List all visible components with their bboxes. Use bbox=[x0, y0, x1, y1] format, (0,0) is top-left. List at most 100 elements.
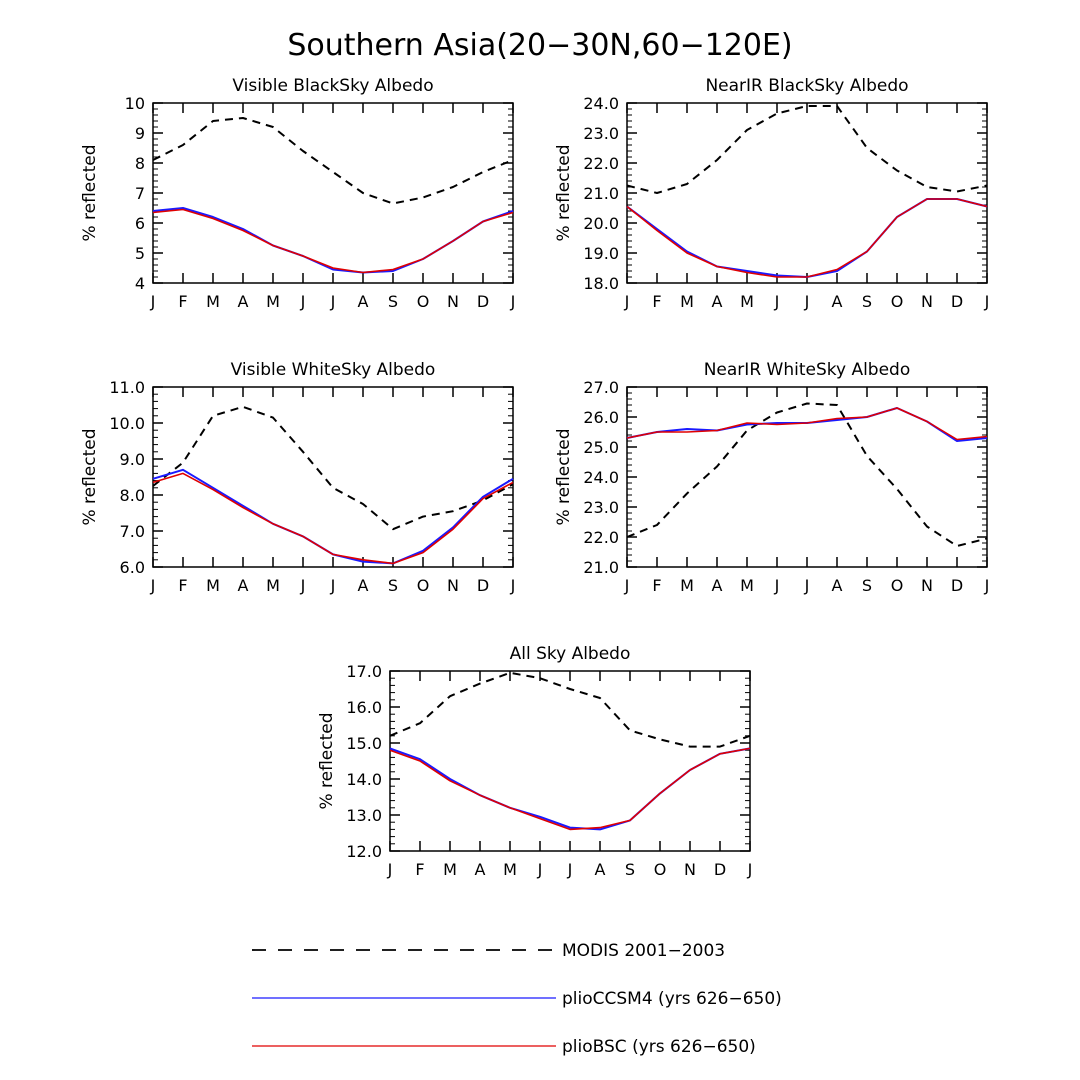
panel-title: NearIR BlackSky Albedo bbox=[705, 76, 908, 96]
x-tick-label: O bbox=[417, 576, 430, 595]
series-line-modis bbox=[626, 105, 988, 194]
y-tick-label: 23.0 bbox=[583, 124, 619, 143]
series-line-modis bbox=[152, 405, 514, 531]
x-tick-label: A bbox=[238, 292, 249, 311]
x-tick-label: N bbox=[447, 292, 459, 311]
y-tick-label: 20.0 bbox=[583, 214, 619, 233]
y-tick-label: 24.0 bbox=[583, 468, 619, 487]
x-tick-label: J bbox=[387, 860, 393, 879]
x-tick-label: M bbox=[740, 576, 754, 595]
series-line-pliobsc bbox=[152, 472, 514, 565]
y-tick-label: 7 bbox=[135, 184, 145, 203]
y-tick-label: 7.0 bbox=[120, 522, 145, 541]
panel-title: All Sky Albedo bbox=[510, 644, 631, 664]
x-tick-label: J bbox=[984, 576, 990, 595]
plot-frame bbox=[626, 102, 988, 284]
x-tick-label: S bbox=[862, 576, 872, 595]
y-tick-label: 14.0 bbox=[346, 770, 382, 789]
y-tick-label: 9.0 bbox=[120, 450, 145, 469]
legend-label: plioCCSM4 (yrs 626−650) bbox=[562, 989, 782, 1009]
y-tick-label: 5 bbox=[135, 244, 145, 263]
x-tick-label: F bbox=[178, 292, 187, 311]
y-tick-label: 9 bbox=[135, 124, 145, 143]
y-tick-label: 26.0 bbox=[583, 408, 619, 427]
panel-title: Visible WhiteSky Albedo bbox=[231, 360, 436, 380]
series-line-pliobsc bbox=[389, 747, 751, 831]
y-axis-label: % reflected bbox=[80, 428, 100, 525]
series-line-modis bbox=[389, 671, 751, 748]
x-tick-label: J bbox=[984, 292, 990, 311]
x-tick-label: D bbox=[477, 576, 489, 595]
x-tick-label: M bbox=[206, 576, 220, 595]
y-tick-label: 16.0 bbox=[346, 698, 382, 717]
x-tick-label: F bbox=[652, 292, 661, 311]
x-tick-label: N bbox=[921, 576, 933, 595]
y-tick-label: 23.0 bbox=[583, 498, 619, 517]
y-tick-label: 18.0 bbox=[583, 274, 619, 293]
x-tick-label: S bbox=[625, 860, 635, 879]
series-line-pliobsc bbox=[626, 198, 988, 278]
x-tick-label: M bbox=[680, 292, 694, 311]
x-tick-label: N bbox=[921, 292, 933, 311]
x-tick-label: A bbox=[832, 292, 843, 311]
panel-title: Visible BlackSky Albedo bbox=[232, 76, 433, 96]
y-tick-label: 22.0 bbox=[583, 154, 619, 173]
x-tick-label: S bbox=[388, 576, 398, 595]
x-tick-label: M bbox=[266, 576, 280, 595]
x-tick-label: F bbox=[415, 860, 424, 879]
x-tick-label: A bbox=[475, 860, 486, 879]
y-tick-label: 15.0 bbox=[346, 734, 382, 753]
x-tick-label: D bbox=[714, 860, 726, 879]
series-line-modis bbox=[626, 402, 988, 547]
y-tick-label: 24.0 bbox=[583, 94, 619, 113]
x-tick-label: A bbox=[595, 860, 606, 879]
x-tick-label: A bbox=[358, 292, 369, 311]
y-tick-label: 11.0 bbox=[109, 378, 145, 397]
x-tick-label: A bbox=[712, 292, 723, 311]
y-tick-label: 21.0 bbox=[583, 184, 619, 203]
x-tick-label: J bbox=[150, 576, 156, 595]
x-tick-label: J bbox=[804, 576, 810, 595]
x-tick-label: J bbox=[774, 292, 780, 311]
x-tick-label: O bbox=[891, 576, 904, 595]
x-tick-label: M bbox=[206, 292, 220, 311]
plot-frame bbox=[626, 386, 988, 568]
y-tick-label: 4 bbox=[135, 274, 145, 293]
x-tick-label: O bbox=[654, 860, 667, 879]
series-line-modis bbox=[152, 117, 514, 205]
x-tick-label: D bbox=[951, 292, 963, 311]
x-tick-label: J bbox=[510, 292, 516, 311]
x-tick-label: M bbox=[740, 292, 754, 311]
y-axis-label: % reflected bbox=[80, 144, 100, 241]
y-tick-label: 22.0 bbox=[583, 528, 619, 547]
y-tick-label: 6 bbox=[135, 214, 145, 233]
legend-label: plioBSC (yrs 626−650) bbox=[562, 1037, 756, 1057]
figure-title: Southern Asia(20−30N,60−120E) bbox=[287, 28, 792, 63]
y-tick-label: 6.0 bbox=[120, 558, 145, 577]
x-tick-label: J bbox=[747, 860, 753, 879]
x-tick-label: M bbox=[266, 292, 280, 311]
x-tick-label: J bbox=[510, 576, 516, 595]
legend: MODIS 2001−2003 plioCCSM4 (yrs 626−650) pl… bbox=[252, 941, 782, 1057]
x-tick-label: F bbox=[652, 576, 661, 595]
x-tick-label: A bbox=[238, 576, 249, 595]
x-tick-label: M bbox=[680, 576, 694, 595]
x-tick-label: S bbox=[388, 292, 398, 311]
x-tick-label: J bbox=[330, 576, 336, 595]
series-line-plioccsm4 bbox=[626, 198, 988, 278]
y-tick-label: 10.0 bbox=[109, 414, 145, 433]
x-tick-label: O bbox=[417, 292, 430, 311]
x-tick-label: J bbox=[300, 292, 306, 311]
y-tick-label: 21.0 bbox=[583, 558, 619, 577]
y-tick-label: 10 bbox=[125, 94, 145, 113]
x-tick-label: N bbox=[684, 860, 696, 879]
y-axis-label: % reflected bbox=[317, 712, 337, 809]
x-tick-label: D bbox=[951, 576, 963, 595]
plot-frame bbox=[152, 102, 514, 284]
x-tick-label: J bbox=[804, 292, 810, 311]
